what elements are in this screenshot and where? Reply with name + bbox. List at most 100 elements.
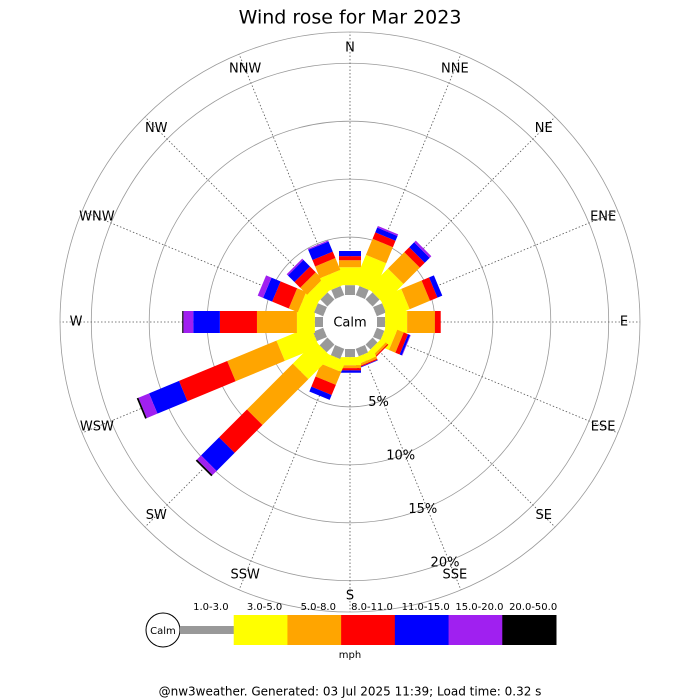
bar-segment [339, 368, 361, 371]
ring-label: 15% [408, 502, 437, 517]
bar-segment [309, 386, 332, 400]
bar-segment [320, 292, 335, 307]
bar-segment [429, 275, 443, 298]
bar-segment [388, 329, 404, 353]
calm-circle [325, 297, 375, 347]
bar-segment [315, 258, 341, 279]
bar-segment [287, 259, 311, 283]
bar-segment [193, 311, 220, 333]
bar-segment [315, 363, 342, 385]
direction-label: NNW [229, 61, 261, 76]
bar-segment [339, 365, 361, 369]
bar-segment [136, 397, 147, 419]
bar-segment [149, 380, 188, 414]
bar-segment [196, 455, 217, 476]
bar-segment [377, 225, 399, 236]
bar-segment [355, 286, 369, 299]
bar-segment [219, 409, 263, 453]
bar-segment [434, 311, 441, 333]
legend-swatch [180, 626, 235, 634]
direction-label: SE [536, 508, 552, 523]
calm-label: Calm [333, 316, 366, 331]
footer: @nw3weather. Generated: 03 Jul 2025 11:3… [159, 685, 542, 699]
legend-swatch [341, 615, 396, 645]
chart-title: Wind rose for Mar 2023 [239, 7, 462, 29]
legend-calm-label: Calm [150, 626, 176, 637]
bar-segment [373, 303, 386, 317]
legend-swatch [394, 615, 450, 645]
units-label: mph [339, 650, 361, 661]
bar-segment [246, 363, 309, 426]
bar-segment [421, 277, 438, 301]
direction-label: E [620, 315, 628, 330]
bar-segment [373, 327, 385, 341]
legend-swatch [448, 615, 503, 645]
bar-segment [409, 242, 430, 263]
ring-label: 20% [431, 556, 460, 571]
bar-segment [353, 254, 387, 293]
bar-segment [345, 285, 355, 295]
ring [148, 120, 552, 524]
bar-segment [377, 317, 386, 327]
bar-segment [179, 360, 236, 402]
bar-segment [330, 345, 345, 360]
bar-segment [307, 240, 329, 250]
bar-segment [312, 327, 327, 342]
bar-segment [182, 311, 184, 333]
bar-segment [319, 269, 347, 293]
legend-label: 15.0-20.0 [455, 602, 503, 613]
bar-segment [276, 326, 320, 361]
bar-segment [356, 358, 378, 369]
bar-segment [399, 334, 411, 356]
bar-segment [256, 311, 297, 333]
ring-label: 5% [368, 395, 389, 410]
bar-segment [372, 232, 396, 248]
direction-label: SSW [230, 568, 260, 583]
bar-segment [183, 311, 194, 333]
bar-segment [314, 303, 327, 317]
bar-segment [294, 266, 316, 288]
bar-segment [407, 311, 435, 333]
bar-segment [355, 345, 369, 357]
legend-swatch [233, 615, 288, 645]
direction-label: ENE [590, 210, 616, 225]
bar-segment [288, 288, 307, 313]
bar-segment [401, 280, 430, 310]
bar-segment [138, 393, 158, 419]
bar-segment [375, 227, 398, 241]
bar-segment [331, 286, 345, 299]
ring-label: 10% [386, 448, 415, 463]
legend-label: 20.0-50.0 [509, 602, 557, 613]
direction-label: NW [145, 121, 168, 136]
legend-swatch [502, 615, 557, 645]
direction-label: W [70, 315, 83, 330]
direction-label: NE [535, 121, 553, 136]
direction-label: ESE [591, 419, 616, 434]
bar-segment [379, 288, 410, 319]
legend-label: 1.0-3.0 [193, 602, 228, 613]
bar-segment [345, 349, 355, 358]
direction-label: SSE [442, 568, 467, 583]
bar-segment [355, 356, 378, 368]
direction-label: N [345, 41, 355, 56]
bar-segment [292, 341, 331, 380]
bar-segment [368, 268, 404, 304]
legend-swatch [287, 615, 342, 645]
bar-segment [339, 370, 361, 373]
bar-segment [365, 292, 380, 307]
bar-segment [339, 256, 361, 261]
direction-label: S [346, 589, 354, 604]
bar-segment [201, 437, 235, 471]
direction-label: NNE [441, 61, 469, 76]
legend-label: 5.0-8.0 [301, 602, 336, 613]
bar-segment [387, 252, 420, 285]
bar-segment [312, 251, 336, 267]
legend-label: 3.0-5.0 [247, 602, 282, 613]
legend-label: 11.0-15.0 [402, 602, 450, 613]
bar-segment [219, 311, 257, 333]
bar-segment [365, 337, 378, 350]
bar-segment [263, 277, 281, 302]
direction-label: SW [146, 508, 167, 523]
bar-segment [272, 281, 298, 309]
